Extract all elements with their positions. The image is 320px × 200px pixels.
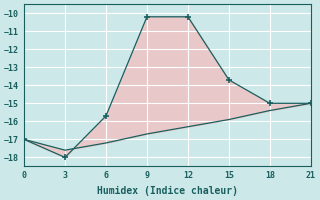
X-axis label: Humidex (Indice chaleur): Humidex (Indice chaleur) <box>97 186 238 196</box>
